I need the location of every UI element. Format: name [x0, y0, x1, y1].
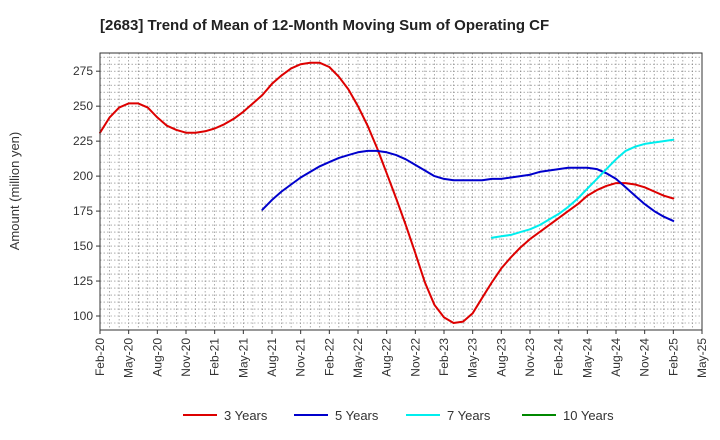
x-tick-label: Aug-24: [609, 338, 623, 377]
legend-label: 7 Years: [447, 408, 491, 423]
x-tick-label: May-21: [236, 338, 250, 378]
x-tick-label: Nov-22: [408, 338, 422, 377]
plot-frame: [99, 52, 703, 331]
y-tick-label: 275: [73, 64, 93, 78]
y-tick-label: 150: [73, 239, 93, 253]
x-tick-label: Feb-22: [322, 338, 336, 376]
y-tick-label: 225: [73, 134, 93, 148]
legend-label: 5 Years: [335, 408, 379, 423]
x-tick-label: May-20: [122, 338, 136, 378]
series-line-7-years: [490, 138, 675, 239]
x-tick-label: Feb-25: [666, 338, 680, 376]
plot-area: 100 125 150 175 200 225 250 275 Feb-20 May-20 Aug-…: [73, 52, 709, 378]
x-tick-label: Aug-20: [150, 338, 164, 377]
y-tick-label: 175: [73, 204, 93, 218]
x-tick-label: Feb-21: [208, 338, 222, 376]
series-line-3-years: [99, 61, 675, 324]
x-tick-label: Feb-24: [552, 338, 566, 376]
y-tick-label: 125: [73, 274, 93, 288]
x-tick-label: May-25: [695, 338, 709, 378]
x-tick-label: Feb-20: [93, 338, 107, 376]
x-tick-label: Nov-23: [523, 338, 537, 377]
legend: 3 Years 5 Years 7 Years 10 Years: [183, 408, 614, 423]
x-tick-label: Feb-23: [437, 338, 451, 376]
y-tick-label: 100: [73, 309, 93, 323]
chart-title: [2683] Trend of Mean of 12-Month Moving …: [100, 17, 549, 34]
x-tick-label: May-24: [580, 338, 594, 378]
x-tick-label: May-22: [351, 338, 365, 378]
y-tick-label: 250: [73, 99, 93, 113]
x-tick-label: Nov-21: [294, 338, 308, 377]
y-axis-label: Amount (million yen): [7, 132, 22, 251]
x-tick-label: Aug-21: [265, 338, 279, 377]
x-tick-label: Nov-20: [179, 338, 193, 377]
legend-label: 10 Years: [563, 408, 614, 423]
y-tick-label: 200: [73, 169, 93, 183]
x-tick-label: Nov-24: [638, 338, 652, 377]
x-tick-label: Aug-23: [494, 338, 508, 377]
x-tick-label: May-23: [466, 338, 480, 378]
legend-label: 3 Years: [224, 408, 268, 423]
plot-background: [100, 53, 702, 330]
series-line-5-years: [261, 149, 675, 222]
x-tick-label: Aug-22: [380, 338, 394, 377]
